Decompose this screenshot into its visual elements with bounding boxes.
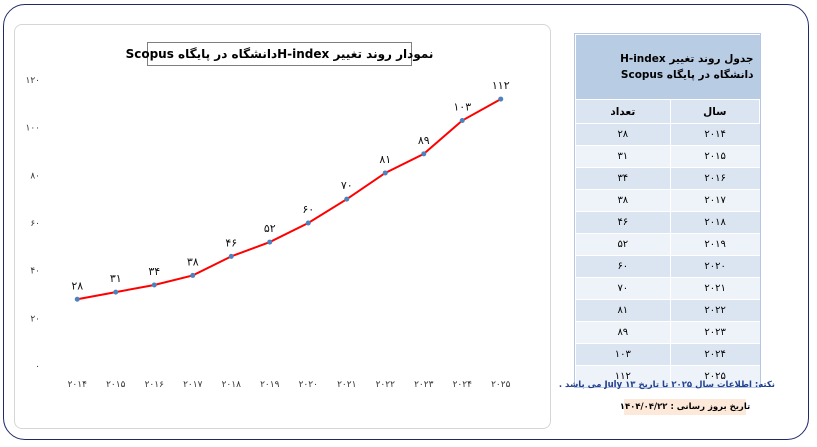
cell-year: ۲۰۱۹: [669, 233, 760, 256]
table-row: ۲۰۲۳ ۸۹: [575, 321, 760, 344]
cell-year: ۲۰۱۵: [669, 145, 760, 168]
x-tick-label: ۲۰۱۴: [68, 380, 88, 390]
data-label: ۳۸: [187, 255, 199, 268]
x-tick-label: ۲۰۱۶: [145, 380, 165, 390]
data-point: [151, 282, 157, 288]
data-label: ۴۶: [225, 236, 237, 249]
cell-count: ۱۰۳: [575, 343, 671, 366]
table-row: ۲۰۲۱ ۷۰: [575, 277, 760, 300]
chart-area: [14, 24, 551, 429]
table-row: ۲۰۱۴ ۲۸: [575, 123, 760, 146]
cell-year: ۲۰۲۵: [669, 365, 760, 387]
cell-count: ۳۸: [575, 189, 671, 212]
table-title: جدول روند تغییر H-index دانشگاه در پایگا…: [575, 34, 760, 100]
data-label: ۸۱: [379, 153, 391, 166]
note-text: نکته: اطلاعات سال ۲۰۲۵ تا تاریخ ۱۳ July …: [558, 380, 775, 390]
x-tick-label: ۲۰۱۸: [222, 380, 242, 390]
data-point: [344, 196, 350, 202]
data-label: ۷۰: [341, 179, 353, 192]
data-point: [498, 96, 504, 102]
x-tick-label: ۲۰۲۴: [453, 380, 473, 390]
series-line: [77, 98, 502, 301]
data-point: [190, 272, 196, 278]
col-header-year: سال: [669, 99, 761, 124]
data-point: [382, 170, 388, 176]
cell-count: ۳۴: [575, 167, 671, 190]
y-tick-label: ۸۰: [30, 171, 40, 181]
table-row: ۲۰۲۰ ۶۰: [575, 255, 760, 278]
table-row: ۲۰۱۵ ۳۱: [575, 145, 760, 168]
data-label: ۳۴: [148, 265, 160, 278]
data-point: [74, 296, 80, 302]
series-line-path: [77, 98, 502, 301]
cell-year: ۲۰۲۳: [669, 321, 760, 344]
x-tick-label: ۲۰۱۹: [260, 380, 280, 390]
data-label: ۶۰: [302, 203, 314, 216]
data-label: ۳۱: [110, 272, 122, 285]
cell-count: ۸۹: [575, 321, 671, 344]
cell-year: ۲۰۱۴: [669, 123, 760, 146]
table-row: ۲۰۲۵ ۱۱۲: [575, 365, 760, 387]
data-point: [228, 253, 234, 259]
cell-count: ۳۱: [575, 145, 671, 168]
cell-year: ۲۰۲۱: [669, 277, 760, 300]
data-point: [421, 151, 427, 157]
x-tick-label: ۲۰۲۵: [491, 380, 511, 390]
data-point: [113, 289, 119, 295]
table-row: ۲۰۲۲ ۸۱: [575, 299, 760, 322]
y-tick-label: ۴۰: [30, 267, 40, 277]
table-row: ۲۰۲۴ ۱۰۳: [575, 343, 760, 366]
x-tick-label: ۲۰۱۵: [106, 380, 126, 390]
x-tick-label: ۲۰۲۰: [299, 380, 318, 390]
y-tick-label: ۱۲۰: [25, 76, 40, 86]
cell-count: ۶۰: [575, 255, 671, 278]
update-date: تاریخ بروز رسانی : ۱۴۰۴/۰۴/۲۲: [620, 399, 750, 415]
cell-count: ۸۱: [575, 299, 671, 322]
cell-count: ۵۲: [575, 233, 671, 256]
chart-title: نمودار روند تغییر H-indexدانشگاه در پایگ…: [126, 42, 433, 66]
cell-year: ۲۰۲۰: [669, 255, 760, 278]
x-tick-label: ۲۰۲۱: [337, 380, 356, 390]
table-row: ۲۰۱۹ ۵۲: [575, 233, 760, 256]
cell-year: ۲۰۱۸: [669, 211, 760, 234]
y-tick-label: ۲۰: [30, 314, 40, 324]
x-tick-label: ۲۰۲۲: [376, 380, 396, 390]
series-points: [74, 96, 504, 302]
cell-year: ۲۰۱۶: [669, 167, 760, 190]
y-tick-label: ۶۰: [30, 219, 40, 229]
data-label: ۲۸: [71, 279, 83, 292]
cell-year: ۲۰۱۷: [669, 189, 760, 212]
data-label: ۱۰۳: [453, 101, 471, 114]
y-tick-label: ۰: [35, 362, 40, 372]
x-axis: ۲۰۱۴ ۲۰۱۵ ۲۰۱۶ ۲۰۱۷ ۲۰۱۸ ۲۰۱۹ ۲۰۲۰ ۲۰۲۱ ۲۰۲۲ ۲۰۲۳…: [68, 380, 511, 390]
col-header-count: تعداد: [575, 99, 671, 124]
data-labels: ۲۸ ۳۱ ۳۴ ۳۸ ۴۶ ۵۲ ۶۰ ۷۰ ۸۱ ۸۹ ۱۰۳ ۱۱۲: [71, 79, 509, 292]
data-label: ۵۲: [264, 222, 276, 235]
table-row: ۲۰۱۷ ۳۸: [575, 189, 760, 212]
y-tick-label: ۱۰۰: [25, 124, 40, 134]
cell-count: ۱۱۲: [575, 365, 671, 387]
table-row: ۲۰۱۶ ۳۴: [575, 167, 760, 190]
data-point: [305, 220, 311, 226]
x-tick-label: ۲۰۱۷: [183, 380, 203, 390]
data-point: [267, 239, 273, 245]
cell-count: ۲۸: [575, 123, 671, 146]
y-axis: ۰ ۲۰ ۴۰ ۶۰ ۸۰ ۱۰۰ ۱۲۰: [25, 76, 40, 372]
table-row: ۲۰۱۸ ۴۶: [575, 211, 760, 234]
cell-year: ۲۰۲۲: [669, 299, 760, 322]
data-label: ۸۹: [418, 134, 430, 147]
cell-year: ۲۰۲۴: [669, 343, 760, 366]
data-point: [459, 118, 465, 124]
cell-count: ۴۶: [575, 211, 671, 234]
data-table: جدول روند تغییر H-index دانشگاه در پایگا…: [574, 33, 761, 388]
data-label: ۱۱۲: [492, 79, 510, 92]
cell-count: ۷۰: [575, 277, 671, 300]
x-tick-label: ۲۰۲۳: [414, 380, 434, 390]
